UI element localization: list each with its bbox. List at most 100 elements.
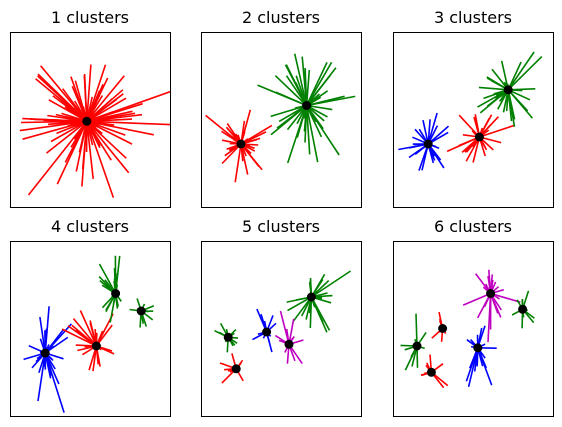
cluster-2-center (518, 304, 528, 314)
cluster-2-line (275, 91, 307, 107)
cluster-2-line (285, 75, 308, 106)
cluster-3-center (503, 85, 513, 95)
cluster-1-line (86, 120, 130, 174)
panel-6: 6 clusters (393, 217, 554, 417)
cluster-1-line (75, 121, 88, 172)
cluster-3-line (507, 89, 534, 119)
panel-3: 3 clusters (393, 8, 554, 208)
cluster-1-line (310, 270, 352, 298)
panel-title: 1 clusters (51, 8, 129, 27)
cluster-3-center (473, 343, 483, 353)
cluster-1-line (74, 80, 88, 122)
cluster-1-line (48, 99, 88, 122)
plot-area (19, 64, 170, 198)
cluster-3-line (507, 51, 535, 91)
cluster-1-line (427, 143, 445, 169)
cluster-2-line (270, 104, 307, 118)
cluster-1-line (86, 77, 109, 122)
axes-frame (393, 241, 554, 417)
cluster-1-center (236, 139, 246, 149)
plot-area (400, 269, 535, 389)
cluster-2-line (274, 75, 308, 107)
cluster-2-line (61, 328, 97, 347)
cluster-2-line (293, 53, 308, 106)
cluster-1-line (44, 329, 65, 354)
cluster-1-line (39, 316, 46, 354)
cluster-4-center (136, 306, 146, 316)
cluster-1-line (86, 75, 125, 122)
cluster-2-center (302, 101, 312, 110)
cluster-1-line (86, 120, 154, 136)
cluster-1-line (86, 64, 92, 122)
cluster-1-line (86, 64, 107, 122)
cluster-2-line (478, 116, 499, 138)
cluster-2-line (304, 105, 308, 143)
cluster-1-center (486, 289, 496, 298)
cluster-2-line (79, 310, 98, 347)
cluster-3-line (507, 89, 513, 122)
cluster-3-center (284, 339, 294, 349)
cluster-1-line (37, 352, 46, 402)
panel-title: 3 clusters (434, 8, 512, 27)
cluster-1-line (462, 292, 491, 306)
cluster-1-line (86, 120, 170, 126)
cluster-2-line (301, 56, 308, 106)
axes-frame (393, 32, 554, 208)
cluster-2-line (278, 104, 308, 123)
cluster-1-line (86, 102, 143, 123)
cluster-4-center (438, 324, 448, 333)
axes-frame (10, 32, 171, 208)
cluster-3-center (111, 289, 121, 298)
cluster-3-line (500, 60, 509, 90)
axes-frame (201, 241, 362, 417)
cluster-2-line (305, 75, 331, 106)
cluster-1-center (306, 292, 316, 302)
cluster-1-center (40, 348, 50, 358)
cluster-3-line (98, 263, 117, 294)
cluster-1-line (421, 143, 429, 171)
cluster-2-line (286, 105, 308, 131)
cluster-5-line (415, 313, 418, 347)
cluster-1-line (240, 143, 249, 175)
cluster-5-center (412, 341, 422, 351)
cluster-1-line (27, 120, 88, 196)
cluster-2-line (286, 105, 308, 164)
cluster-1-line (86, 121, 94, 179)
cluster-1-line (19, 120, 87, 132)
cluster-1-line (86, 112, 136, 123)
cluster-1-line (50, 120, 88, 143)
cluster-1-line (86, 120, 127, 159)
cluster-2-line (305, 61, 333, 106)
cluster-3-line (478, 86, 509, 91)
cluster-1-line (64, 120, 88, 163)
cluster-2-line (71, 324, 97, 347)
panel-title: 5 clusters (242, 217, 320, 236)
cluster-1-line (398, 143, 429, 151)
panel-2: 2 clusters (201, 8, 362, 208)
cluster-1-line (83, 73, 88, 122)
cluster-2-line (305, 105, 319, 163)
cluster-1-center (82, 116, 92, 126)
cluster-1-line (56, 120, 88, 135)
cluster-1-center (423, 139, 433, 149)
cluster-2-line (284, 64, 308, 106)
plot-area (214, 270, 352, 384)
cluster-1-line (287, 296, 312, 312)
panel-title: 4 clusters (51, 217, 129, 236)
cluster-1-line (240, 131, 267, 145)
cluster-1-line (234, 143, 242, 183)
cluster-1-line (490, 292, 521, 303)
axes-frame (10, 241, 171, 417)
cluster-2-line (305, 105, 311, 155)
cluster-1-line (34, 118, 87, 123)
plot-area (23, 255, 155, 413)
cluster-3-line (507, 61, 522, 91)
cluster-6-center (426, 367, 436, 377)
cluster-1-line (86, 121, 115, 198)
cluster-1-line (487, 293, 492, 343)
cluster-2-center (474, 132, 484, 142)
cluster-1-line (46, 120, 88, 154)
plot-area (205, 53, 356, 183)
cluster-5-center (231, 364, 241, 374)
cluster-3-line (477, 347, 493, 386)
